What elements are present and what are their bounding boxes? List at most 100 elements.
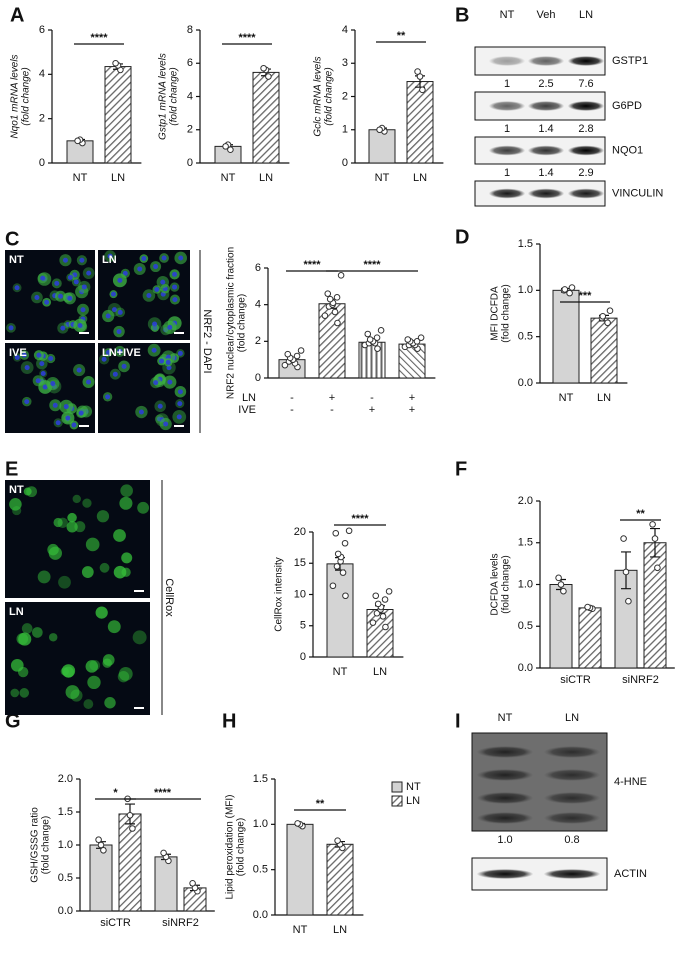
nucleus	[80, 307, 86, 313]
data-point	[413, 338, 421, 345]
data-point	[332, 529, 340, 537]
data-point	[334, 837, 341, 844]
blot-band	[567, 56, 605, 66]
condition-value: +	[409, 404, 415, 416]
bar	[286, 823, 314, 916]
data-point	[333, 563, 341, 570]
data-point	[112, 59, 119, 67]
condition-value: -	[330, 404, 334, 416]
cell	[10, 688, 20, 698]
blot-band	[476, 746, 534, 758]
nucleus	[48, 356, 54, 362]
bar	[154, 856, 178, 912]
significance-label: ***	[579, 290, 593, 302]
blot-band	[543, 746, 601, 758]
y-tick-label: 2	[187, 124, 193, 136]
y-tick-label: 2	[255, 335, 261, 347]
data-point	[373, 334, 381, 341]
x-tick-label: LN	[413, 172, 427, 184]
bar	[406, 81, 434, 164]
data-point	[95, 836, 102, 844]
significance-label: **	[397, 30, 406, 42]
data-point	[604, 319, 611, 327]
nucleus	[105, 313, 111, 319]
cell	[99, 562, 110, 573]
x-tick-label: NT	[73, 172, 88, 184]
data-point	[557, 581, 565, 588]
x-tick-label: NT	[293, 924, 308, 936]
bar	[326, 843, 354, 916]
panel-label: H	[222, 710, 236, 732]
cell	[82, 498, 92, 508]
side-label: NRF2 - DAPI	[201, 309, 213, 373]
cell	[95, 606, 108, 619]
nucleus	[152, 325, 158, 331]
nucleus	[117, 348, 123, 354]
cell	[37, 570, 51, 584]
cell	[9, 498, 22, 511]
data-point	[293, 352, 301, 360]
nucleus	[116, 329, 122, 335]
y-tick-label: 1	[342, 124, 348, 136]
data-point	[74, 137, 81, 145]
y-axis-label: DCFDA levels	[490, 553, 501, 615]
data-point	[126, 812, 134, 819]
blot-quant: 1.0	[497, 834, 512, 846]
panel-label: G	[5, 710, 21, 732]
group-label: siNRF2	[622, 674, 659, 686]
blot-quant: 1.4	[538, 167, 553, 179]
data-point	[404, 336, 412, 343]
lane-label: Veh	[537, 9, 556, 21]
data-point	[341, 539, 349, 547]
group-label: siNRF2	[162, 917, 199, 929]
cell	[121, 567, 131, 577]
cell	[32, 627, 43, 638]
y-tick-label: 1.5	[518, 537, 533, 549]
cell	[83, 699, 94, 709]
nucleus	[55, 420, 61, 426]
nucleus	[176, 414, 182, 420]
side-label: CellRox	[163, 578, 175, 617]
cell	[113, 529, 126, 542]
tile-label: NT	[9, 254, 24, 266]
data-point	[584, 603, 591, 611]
y-tick-label: 15	[294, 557, 306, 569]
significance-label: ****	[238, 32, 256, 44]
y-tick-label: 1.0	[58, 839, 73, 851]
data-point	[377, 327, 385, 334]
significance-label: **	[636, 508, 645, 520]
x-tick-label: LN	[259, 172, 273, 184]
y-tick-label: 4	[187, 90, 193, 102]
blot-band	[543, 812, 601, 824]
y-axis-label: (fold change)	[169, 67, 180, 125]
blot-row-label: ACTIN	[614, 868, 647, 880]
blot-band	[527, 145, 565, 156]
bar	[590, 317, 618, 384]
data-point	[342, 592, 349, 600]
nucleus	[151, 347, 157, 353]
nucleus	[36, 352, 42, 358]
bar	[104, 66, 132, 164]
nucleus	[105, 394, 111, 400]
y-axis-label: (fold change)	[324, 67, 335, 125]
cell	[53, 517, 63, 528]
nucleus	[57, 293, 63, 299]
cell	[85, 660, 99, 673]
legend-label: LN	[406, 795, 420, 807]
nucleus	[177, 389, 183, 395]
panel-label: D	[455, 226, 469, 248]
nucleus	[112, 371, 118, 377]
blot-row-label: GSTP1	[612, 55, 648, 67]
y-tick-label: 0	[187, 157, 193, 169]
data-point	[414, 68, 421, 75]
nucleus	[54, 280, 60, 286]
tile-label: LN+IVE	[102, 347, 141, 359]
nucleus	[71, 422, 77, 428]
cell	[26, 486, 38, 498]
data-point	[326, 295, 334, 303]
nucleus	[107, 253, 113, 259]
nucleus	[21, 352, 27, 358]
condition-value: -	[370, 392, 374, 404]
nucleus	[154, 286, 160, 292]
